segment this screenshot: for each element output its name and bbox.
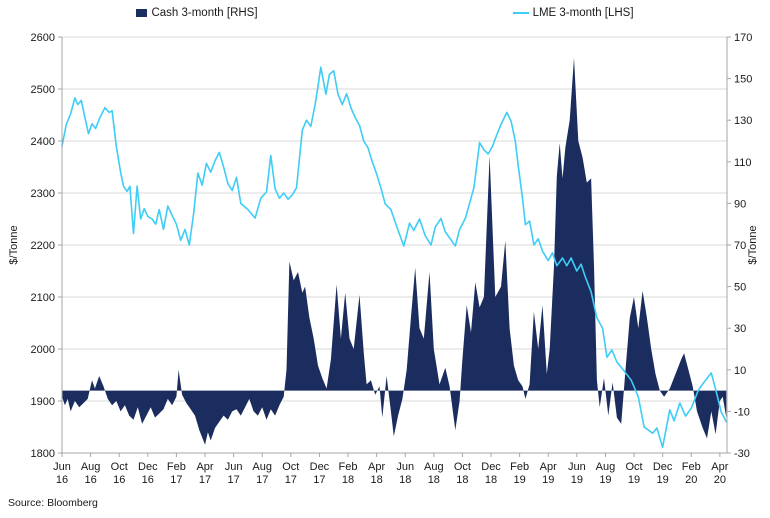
y-right-tick-label: 110 [734,157,752,169]
x-tick-label-month: Dec [138,461,158,473]
x-tick-label-month: Dec [310,461,330,473]
x-tick-label-month: Jun [568,461,586,473]
y-left-tick-label: 2500 [31,84,55,96]
x-tick-label-month: Oct [625,461,642,473]
lme-series-swatch-icon [512,12,529,14]
y-right-tick-label: 170 [734,32,752,44]
cash-area-series [62,57,727,445]
x-tick-label-month: Jun [396,461,414,473]
x-tick-label-year: 19 [571,474,583,486]
x-tick-label-month: Aug [252,461,272,473]
x-tick-label-year: 19 [542,474,554,486]
x-tick-label-month: Feb [167,461,186,473]
x-tick-label-month: Feb [339,461,358,473]
x-tick-label-year: 20 [685,474,697,486]
x-tick-label-month: Apr [196,461,213,473]
y-right-tick-label: 30 [734,323,746,335]
y-left-tick-label: 2600 [31,32,55,44]
y-right-tick-label: -30 [734,448,750,460]
y-left-tick-label: 1900 [31,396,55,408]
x-tick-label-month: Oct [111,461,128,473]
x-tick-label-month: Oct [454,461,471,473]
x-tick-label-month: Dec [481,461,501,473]
x-tick-label-month: Apr [711,461,728,473]
chart-legend: Cash 3-month [RHS] LME 3-month [LHS] [0,4,770,22]
x-tick-label-month: Feb [510,461,529,473]
x-tick-label-month: Apr [368,461,385,473]
x-tick-label-year: 17 [313,474,325,486]
y-left-tick-label: 2400 [31,136,55,148]
x-tick-label-year: 16 [113,474,125,486]
lme-line-series [61,66,728,449]
y-left-tick-label: 2100 [31,292,55,304]
x-tick-label-year: 18 [456,474,468,486]
y-right-tick-label: 150 [734,74,752,86]
legend-item-lme: LME 3-month [LHS] [512,7,634,19]
x-tick-label-year: 16 [56,474,68,486]
x-tick-label-year: 18 [342,474,354,486]
x-tick-label-month: Jun [53,461,71,473]
y-right-tick-label: 90 [734,198,746,210]
x-tick-label-year: 18 [399,474,411,486]
legend-item-cash: Cash 3-month [RHS] [136,7,258,19]
source-note: Source: Bloomberg [8,497,98,509]
x-tick-label-month: Oct [282,461,299,473]
x-tick-label-year: 16 [142,474,154,486]
y-right-tick-label: -10 [734,406,750,418]
y-left-tick-label: 2000 [31,344,55,356]
x-tick-label-month: Dec [653,461,673,473]
x-tick-label-month: Aug [81,461,101,473]
y-left-tick-label: 1800 [31,448,55,460]
x-tick-label-year: 17 [170,474,182,486]
x-tick-label-year: 17 [199,474,211,486]
legend-label-lme: LME 3-month [LHS] [532,7,634,19]
x-tick-label-year: 17 [285,474,297,486]
x-tick-label-year: 20 [714,474,726,486]
y-right-tick-label: 10 [734,365,746,377]
cash-series-swatch-icon [136,9,148,17]
x-tick-label-month: Jun [225,461,243,473]
x-tick-label-month: Aug [596,461,616,473]
x-tick-label-year: 19 [657,474,669,486]
y-right-tick-label: 50 [734,282,746,294]
x-tick-label-year: 18 [485,474,497,486]
x-tick-label-year: 17 [256,474,268,486]
y-axis-title-left: $/Tonne [8,225,20,265]
x-tick-label-year: 18 [428,474,440,486]
y-right-tick-label: 130 [734,115,752,127]
y-right-tick-label: 70 [734,240,746,252]
x-tick-label-month: Apr [540,461,557,473]
x-tick-label-month: Aug [424,461,444,473]
legend-label-cash: Cash 3-month [RHS] [151,7,258,19]
y-left-tick-label: 2200 [31,240,55,252]
y-axis-title-right: $/Tonne [747,225,759,265]
x-tick-label-year: 16 [84,474,96,486]
x-tick-label-year: 17 [227,474,239,486]
x-tick-label-year: 19 [628,474,640,486]
x-tick-label-year: 19 [514,474,526,486]
y-left-tick-label: 2300 [31,188,55,200]
x-tick-label-year: 19 [599,474,611,486]
x-tick-label-year: 18 [370,474,382,486]
x-tick-label-month: Feb [682,461,701,473]
